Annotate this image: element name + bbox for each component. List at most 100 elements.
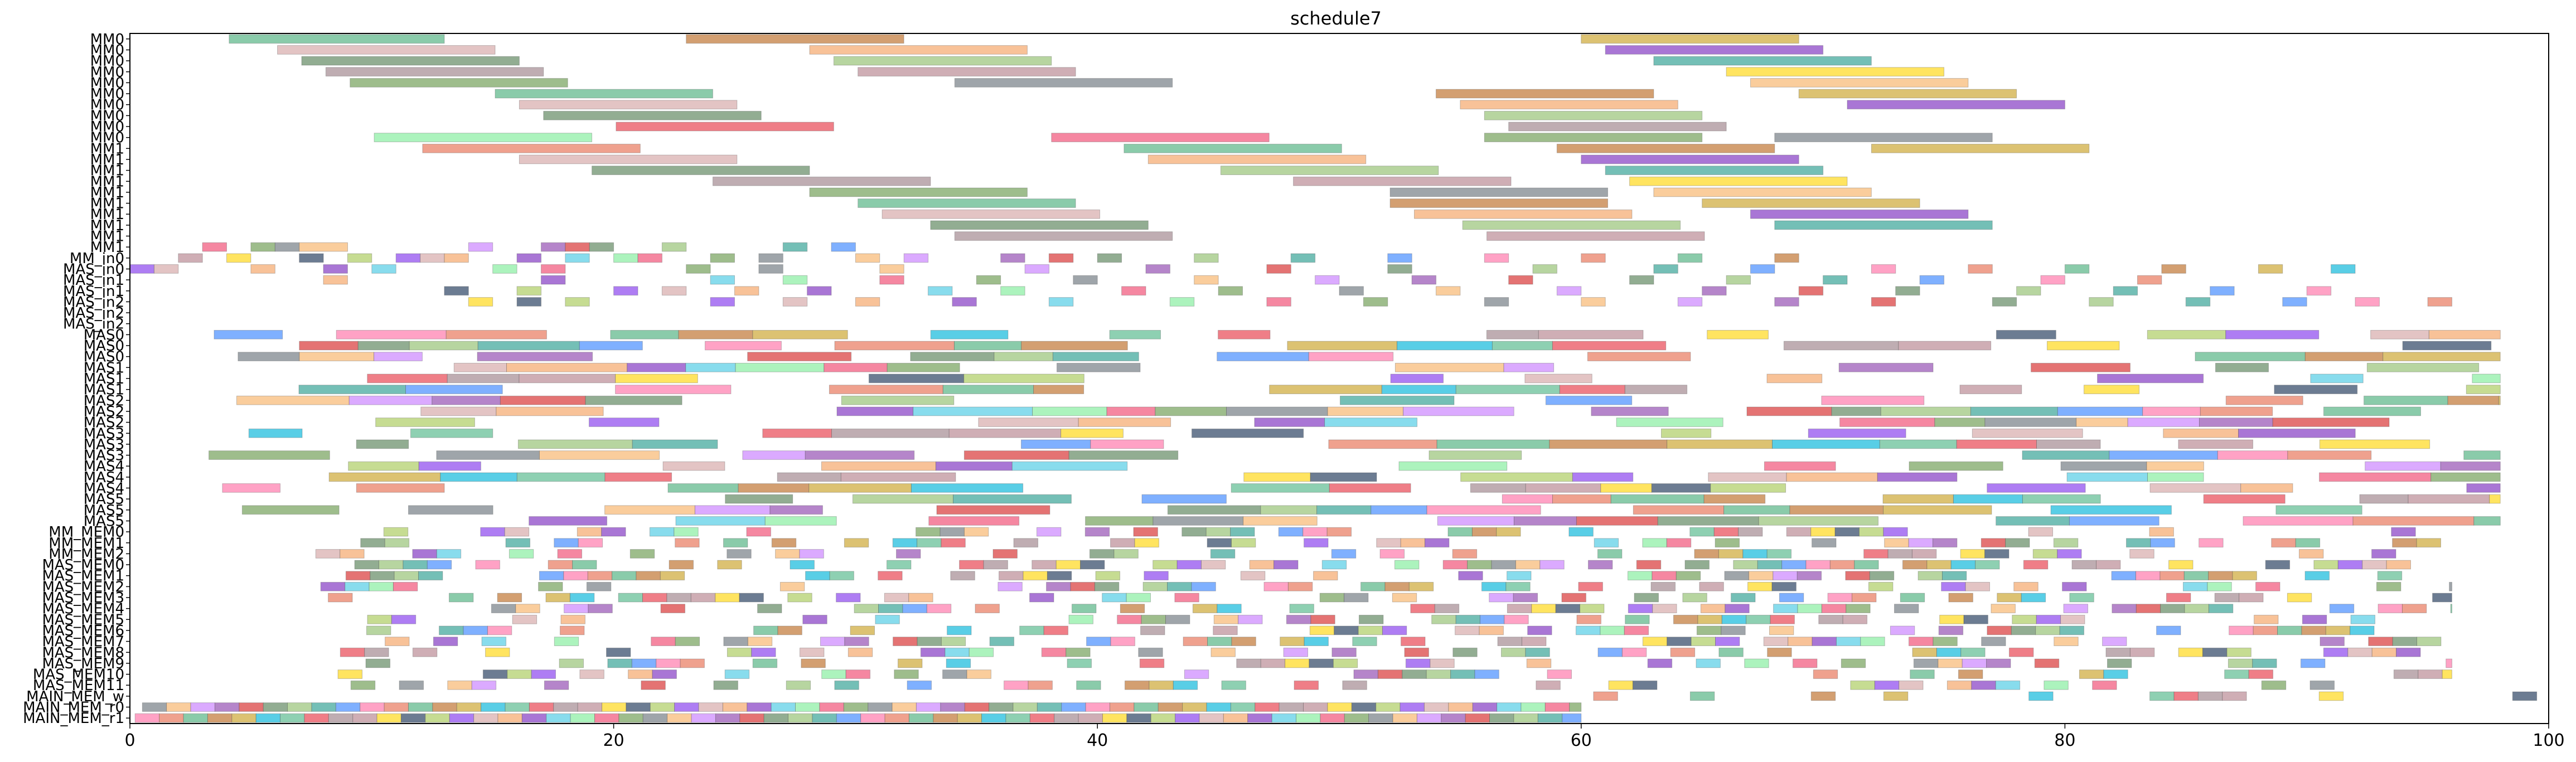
task-bar — [1971, 680, 1996, 690]
task-bar — [463, 625, 488, 635]
task-bar — [1125, 680, 1150, 690]
task-bar — [1331, 647, 1357, 657]
task-bar — [2053, 538, 2079, 548]
task-bar — [2378, 604, 2403, 614]
task-bar — [569, 593, 595, 603]
task-bar — [420, 253, 445, 263]
task-bar — [1562, 713, 1582, 723]
task-bar — [1210, 647, 1236, 657]
y-tick-label: MM0 — [90, 42, 124, 59]
task-bar — [1207, 538, 1232, 548]
task-bar — [957, 713, 982, 723]
task-bar — [1287, 341, 1397, 351]
task-bar — [418, 461, 481, 471]
task-bar — [2050, 505, 2172, 515]
task-bar — [287, 702, 312, 712]
task-bar — [548, 560, 573, 570]
task-bar — [505, 538, 530, 548]
task-bar — [802, 615, 827, 624]
task-bar — [724, 669, 750, 679]
task-bar — [607, 658, 632, 668]
task-bar — [2352, 516, 2475, 526]
task-bar — [1508, 275, 1533, 285]
task-bar — [805, 571, 830, 581]
task-bar — [345, 571, 371, 581]
task-bar — [570, 713, 595, 723]
task-bar — [1344, 593, 1369, 603]
task-bar — [1721, 615, 1747, 624]
task-bar — [935, 461, 1013, 471]
task-bar — [440, 472, 517, 482]
task-bar — [1909, 637, 1934, 647]
task-bar — [1324, 418, 1418, 427]
task-bar — [1465, 713, 1490, 723]
task-bar — [2022, 494, 2101, 504]
task-bar — [1032, 560, 1057, 570]
task-bar — [1600, 483, 1652, 493]
task-bar — [1789, 505, 1883, 515]
task-bar — [299, 341, 359, 351]
task-bar — [1328, 439, 1437, 449]
task-bar — [953, 341, 1022, 351]
task-bar — [601, 527, 626, 537]
task-bar — [1217, 352, 1309, 361]
task-bar — [2258, 264, 2283, 274]
y-tick-label: MM1 — [90, 196, 124, 212]
task-bar — [841, 395, 955, 405]
task-bar — [2402, 341, 2492, 351]
task-bar — [408, 505, 493, 515]
task-bar — [948, 428, 1061, 438]
task-bar — [669, 560, 694, 570]
task-bar — [1895, 286, 1920, 296]
task-bar — [2146, 461, 2204, 471]
task-bar — [475, 560, 500, 570]
task-bar — [2009, 647, 2034, 657]
task-bar — [884, 593, 909, 603]
task-bar — [2391, 527, 2416, 537]
task-bar — [1497, 637, 1523, 647]
task-bar — [1061, 428, 1124, 438]
task-bar — [795, 702, 820, 712]
y-tick-label: MAS_MEM0 — [42, 557, 124, 574]
task-bar — [1392, 713, 1417, 723]
task-bar — [1576, 615, 1601, 624]
task-bar — [1496, 527, 1521, 537]
y-tick-label: MAS_in1 — [63, 283, 124, 300]
task-bar — [747, 637, 773, 647]
task-bar — [1699, 582, 1724, 591]
task-bar — [2347, 647, 2372, 657]
task-bar — [1677, 253, 1703, 263]
task-bars — [129, 34, 2538, 723]
task-bar — [1309, 658, 1334, 668]
task-bar — [1411, 275, 1437, 285]
task-bar — [1653, 56, 1872, 66]
y-tick-label: MAS_in0 — [63, 261, 124, 278]
task-bar — [1684, 560, 1710, 570]
task-bar — [2299, 549, 2324, 559]
task-bar — [845, 669, 870, 679]
task-bar — [2302, 615, 2327, 624]
task-bar — [2376, 582, 2401, 591]
task-bar — [942, 385, 1034, 394]
task-bar — [1158, 702, 1183, 712]
task-bar — [1240, 571, 1266, 581]
task-bar — [1124, 144, 1342, 153]
y-tick-label: MAS_MEM3 — [42, 590, 124, 606]
task-bar — [1221, 680, 1246, 690]
task-bar — [560, 625, 585, 635]
task-bar — [1133, 527, 1158, 537]
task-bar — [739, 713, 764, 723]
task-bar — [546, 713, 571, 723]
task-bar — [2199, 538, 2224, 548]
task-bar — [1958, 669, 1983, 679]
task-bar — [553, 702, 578, 712]
task-bar — [1578, 582, 1603, 591]
task-bar — [1192, 428, 1304, 438]
task-bar — [1628, 571, 1653, 581]
task-bar — [1863, 549, 1889, 559]
task-bar — [299, 242, 348, 252]
task-bar — [675, 516, 766, 526]
task-bar — [1048, 297, 1074, 307]
task-bar — [1230, 527, 1255, 537]
task-bar — [487, 625, 512, 635]
